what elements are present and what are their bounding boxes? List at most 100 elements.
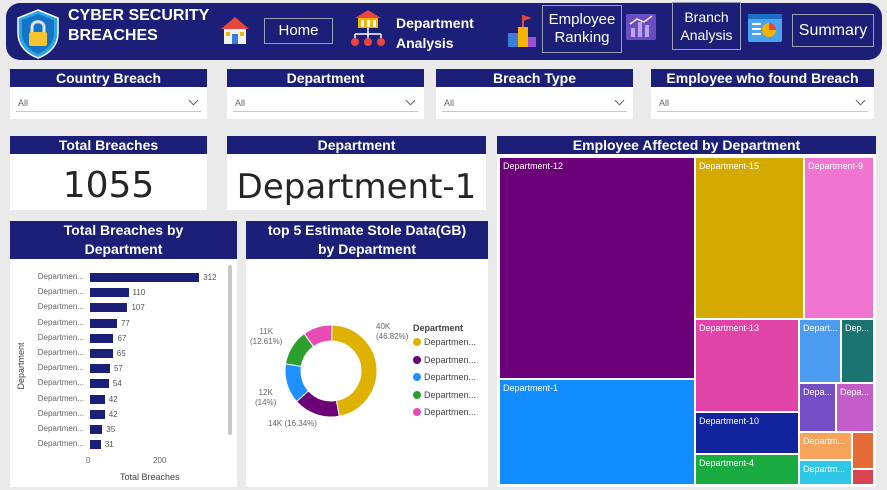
stolen-data-donut-chart: top 5 Estimate Stole Data(GB) by Departm… (246, 221, 488, 487)
bar-value-label: 67 (117, 333, 127, 343)
legend-swatch (413, 338, 421, 346)
donut-slice[interactable] (303, 324, 333, 348)
bar[interactable] (90, 349, 113, 358)
bar-category-label: Departmen... (37, 363, 84, 373)
treemap-tile[interactable]: Department-1 (499, 379, 695, 485)
slicer-department: Department All (227, 69, 424, 119)
bar[interactable] (90, 409, 105, 419)
data-label-line1: 40K (376, 322, 391, 331)
treemap-tile[interactable] (852, 432, 874, 469)
bar-value-label: 35 (106, 425, 116, 434)
treemap-tile[interactable]: Department-13 (695, 319, 799, 412)
treemap-tile[interactable]: Depa... (799, 383, 836, 432)
dropdown-value: All (18, 98, 29, 108)
department-analysis-line1: Department (396, 15, 474, 31)
bar-value-label: 110 (132, 288, 146, 298)
chevron-down-icon (855, 95, 866, 106)
bar-category-label: Departmen... (37, 393, 84, 403)
summary-button[interactable]: Summary (792, 14, 874, 47)
data-label-line2: (14%) (255, 398, 277, 407)
dropdown-value: All (235, 98, 246, 108)
donut-data-label: 11K (12.61%) (250, 327, 282, 347)
bar-value-label: 77 (120, 318, 130, 328)
bar[interactable] (90, 364, 110, 374)
bar[interactable] (90, 425, 103, 434)
slicer-title: Department (227, 69, 424, 87)
app-title-line1: CYBER SECURITY (68, 7, 210, 24)
bar[interactable] (90, 288, 129, 298)
slicer-breach-type: Breach Type All (436, 69, 633, 119)
chart-title-line1: Total Breaches by (63, 222, 184, 238)
total-breaches-card: Total Breaches 1055 (10, 136, 207, 210)
top-department-value: Department-1 (236, 167, 477, 207)
legend-item[interactable]: Departmen... (413, 372, 476, 382)
chevron-down-icon (614, 95, 625, 106)
slicer-title: Employee who found Breach (651, 69, 874, 87)
bar-value-label: 65 (116, 349, 126, 358)
treemap-tile[interactable]: Dep... (841, 319, 874, 383)
bar-category-label: Departmen... (37, 317, 84, 327)
bar[interactable] (90, 303, 128, 313)
legend-item[interactable]: Departmen... (413, 390, 476, 400)
bar[interactable] (90, 318, 117, 328)
treemap-tile[interactable]: Departm... (799, 432, 852, 460)
treemap-tile[interactable]: Department-15 (695, 157, 804, 319)
app-title-line2: BREACHES (68, 27, 158, 44)
employee-found-breach-dropdown[interactable]: All (657, 92, 868, 112)
bar[interactable] (90, 440, 101, 450)
slicer-title: Country Breach (10, 69, 207, 87)
chart-title: Total Breaches by Department (10, 221, 237, 259)
bar[interactable] (90, 379, 109, 389)
breach-type-dropdown[interactable]: All (442, 92, 627, 112)
home-button[interactable]: Home (264, 18, 333, 44)
treemap-tile[interactable]: Department-9 (804, 157, 874, 319)
legend-item[interactable]: Departmen... (413, 337, 476, 347)
x-tick-200: 200 (153, 456, 167, 465)
bar-chart-icon[interactable] (624, 10, 658, 44)
legend-item[interactable]: Departmen... (413, 407, 476, 417)
treemap-tile[interactable]: Department-4 (695, 454, 799, 485)
treemap-tile[interactable]: Department-12 (499, 157, 695, 379)
treemap-tile[interactable]: Departm... (799, 460, 852, 485)
bar-value-label: 42 (108, 394, 118, 404)
data-label-line1: 11K (259, 327, 274, 336)
employee-affected-treemap: Employee Affected by Department Departme… (497, 136, 876, 487)
department-dropdown[interactable]: All (233, 92, 418, 112)
bar[interactable] (90, 273, 200, 282)
legend: Departmen... Departmen... Departmen... Depa… (413, 337, 488, 427)
bar-category-label: Departmen... (37, 408, 84, 418)
donut-slice[interactable] (331, 324, 378, 417)
legend-label: Departmen... (424, 372, 477, 382)
ranking-podium-icon[interactable] (506, 13, 538, 49)
legend-swatch (413, 390, 421, 399)
org-chart-icon[interactable] (347, 8, 389, 50)
bar-value-label: 42 (108, 409, 118, 419)
treemap-tile[interactable]: Department-10 (695, 412, 799, 454)
x-axis-label: Total Breaches (120, 472, 180, 482)
chart-scrollbar[interactable] (228, 265, 232, 435)
y-axis-label: Department (16, 342, 26, 390)
legend-item[interactable]: Departmen... (413, 355, 476, 365)
treemap-tile[interactable]: Depart... (799, 319, 841, 383)
slicer-title: Breach Type (436, 69, 633, 87)
bar[interactable] (90, 333, 114, 343)
card-title: Total Breaches (10, 136, 207, 154)
top-department-card: Department Department-1 (227, 136, 486, 210)
legend-swatch (413, 373, 421, 381)
bar-category-label: Departmen... (37, 378, 84, 388)
house-icon[interactable] (219, 14, 251, 46)
country-breach-dropdown[interactable]: All (16, 92, 201, 112)
branch-analysis-button[interactable]: Branch Analysis (672, 2, 741, 50)
employee-ranking-button[interactable]: Employee Ranking (542, 5, 622, 53)
legend-swatch (413, 355, 421, 364)
treemap-tile[interactable] (852, 469, 874, 485)
legend-title: Department (413, 323, 464, 333)
chevron-down-icon (405, 95, 416, 106)
bar-value-label: 57 (113, 364, 123, 374)
department-analysis-button[interactable]: Department Analysis (396, 13, 474, 53)
bar[interactable] (90, 394, 105, 404)
donut-data-label: 14K (16.34%) (268, 419, 317, 428)
branch-analysis-line2: Analysis (680, 27, 733, 43)
treemap-tile[interactable]: Depa... (836, 383, 874, 432)
dashboard-icon[interactable] (747, 12, 783, 44)
